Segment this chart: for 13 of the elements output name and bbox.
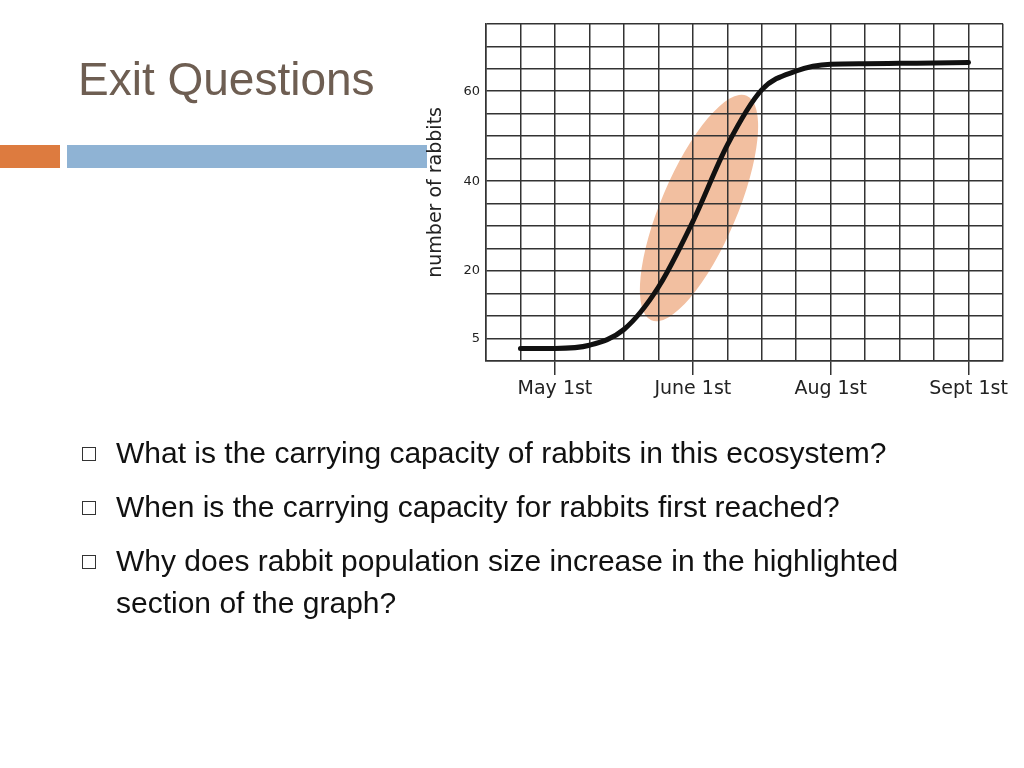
- x-tick-label: June 1st: [653, 376, 732, 399]
- text: Exit Questions: [78, 52, 375, 106]
- text: What is the carrying capacity of rabbits in this ecosystem?: [115, 435, 888, 471]
- y-tick-label: 40: [463, 172, 480, 188]
- y-tick-label: 20: [463, 262, 480, 278]
- y-axis-title: number of rabbits: [423, 107, 446, 278]
- y-tick-label: 60: [463, 82, 480, 98]
- x-tick-label: Sept 1st: [929, 376, 1008, 399]
- text: When is the carrying capacity for rabbits first reached?: [115, 489, 841, 525]
- x-tick-label: May 1st: [517, 376, 593, 399]
- text: Why does rabbit population size increase in the highlighted section of the graph?: [115, 543, 900, 621]
- y-tick-label: 5: [471, 329, 480, 345]
- x-tick-label: Aug 1st: [794, 376, 867, 399]
